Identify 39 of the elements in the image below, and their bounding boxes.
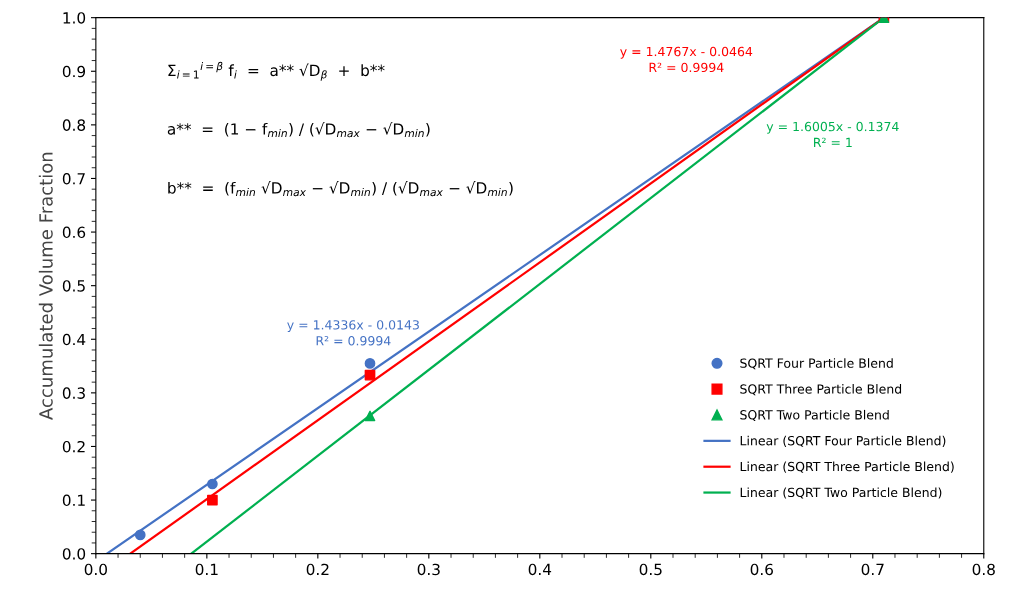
x-tick-label: 0.7 xyxy=(861,563,884,576)
annotation: Σ$_{i=1}$$^{i=β}$ f$_{i}$ = a** √D$_{β}$ + b** xyxy=(168,61,385,81)
legend-label: Linear (SQRT Four Particle Blend) xyxy=(740,435,946,447)
annotation: y = 1.4336x - 0.0143 R² = 0.9994 xyxy=(287,320,419,346)
x-tick-label: 0.8 xyxy=(972,563,995,576)
y-tick-label: 0.1 xyxy=(62,494,85,507)
legend-label: Linear (SQRT Three Particle Blend) xyxy=(740,461,954,473)
point xyxy=(207,478,218,490)
y-tick-label: 0.6 xyxy=(62,226,86,239)
x-tick-label: 0.6 xyxy=(750,563,773,576)
legend-label: SQRT Three Particle Blend xyxy=(740,384,902,396)
point xyxy=(134,529,146,541)
y-tick-label: 0.8 xyxy=(62,119,86,131)
point xyxy=(364,369,376,381)
annotation: a** = (1 − f$_{min}$) / (√D$_{max}$ − √D$_{min}$) xyxy=(167,122,430,138)
y-tick-label: 0.5 xyxy=(62,280,85,292)
x-tick-label: 0.1 xyxy=(195,563,218,576)
annotation: y = 1.6005x - 0.1374 R² = 1 xyxy=(766,121,899,147)
legend-label: SQRT Two Particle Blend xyxy=(740,409,889,421)
y-tick-label: 0.3 xyxy=(62,387,85,399)
x-tick-label: 0.3 xyxy=(417,563,440,576)
y-tick-label: 0.2 xyxy=(62,440,85,453)
y-tick-label: 0.4 xyxy=(62,333,86,346)
point xyxy=(364,358,376,369)
point xyxy=(207,494,218,506)
x-tick-label: 0.4 xyxy=(528,563,552,576)
y-tick-label: 0.9 xyxy=(62,65,86,78)
y-tick-label: 1.0 xyxy=(63,12,86,24)
x-tick-label: 0.0 xyxy=(84,563,107,576)
text: b** = (f$_{min}$ √D$_{max}$ − √D$_{min}$) / (√D$_{max}$ − √D$_{min}$) xyxy=(168,181,513,197)
point xyxy=(364,410,376,422)
annotation: y = 1.4767x - 0.0464 R² = 0.9994 xyxy=(620,46,753,73)
legend-label: Linear (SQRT Two Particle Blend) xyxy=(740,487,942,499)
legend-label: SQRT Four Particle Blend xyxy=(740,358,893,370)
x-tick-label: 0.5 xyxy=(639,563,662,576)
y-axis-title: Accumulated Volume Fraction xyxy=(38,152,53,420)
y-tick-label: 0.0 xyxy=(62,548,86,560)
y-tick-label: 0.7 xyxy=(62,172,85,185)
x-tick-label: 0.2 xyxy=(306,563,329,576)
